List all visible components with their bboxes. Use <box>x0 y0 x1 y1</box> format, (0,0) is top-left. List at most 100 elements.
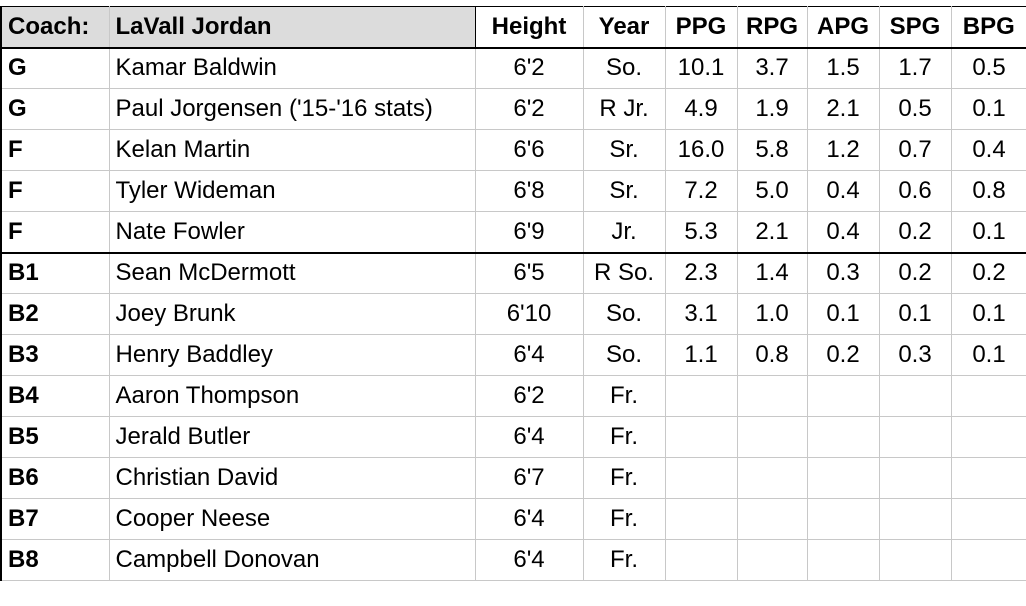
apg-cell[interactable]: 0.1 <box>806 293 880 335</box>
position-cell[interactable]: B7 <box>0 498 110 540</box>
spg-cell[interactable]: 0.1 <box>878 293 952 335</box>
height-cell[interactable]: 6'4 <box>474 334 584 376</box>
year-cell[interactable]: Fr. <box>582 416 666 458</box>
bpg-cell[interactable]: 0.2 <box>950 251 1026 294</box>
position-cell[interactable]: B3 <box>0 334 110 376</box>
apg-cell[interactable] <box>806 498 880 540</box>
spg-cell[interactable]: 0.2 <box>878 251 952 294</box>
position-cell[interactable]: B1 <box>0 251 110 294</box>
height-cell[interactable]: 6'4 <box>474 539 584 581</box>
ppg-cell[interactable] <box>664 539 738 581</box>
column-header-year[interactable]: Year <box>582 6 666 49</box>
rpg-cell[interactable] <box>736 375 808 417</box>
year-cell[interactable]: R So. <box>582 251 666 294</box>
ppg-cell[interactable]: 5.3 <box>664 211 738 253</box>
rpg-cell[interactable] <box>736 498 808 540</box>
height-cell[interactable]: 6'5 <box>474 251 584 294</box>
player-name-cell[interactable]: Sean McDermott <box>108 251 476 294</box>
rpg-cell[interactable]: 0.8 <box>736 334 808 376</box>
height-cell[interactable]: 6'2 <box>474 47 584 89</box>
apg-cell[interactable]: 2.1 <box>806 88 880 130</box>
bpg-cell[interactable]: 0.1 <box>950 88 1026 130</box>
height-cell[interactable]: 6'7 <box>474 457 584 499</box>
position-cell[interactable]: F <box>0 170 110 212</box>
ppg-cell[interactable]: 16.0 <box>664 129 738 171</box>
player-name-cell[interactable]: Christian David <box>108 457 476 499</box>
rpg-cell[interactable] <box>736 457 808 499</box>
apg-cell[interactable] <box>806 375 880 417</box>
player-name-cell[interactable]: Aaron Thompson <box>108 375 476 417</box>
ppg-cell[interactable]: 4.9 <box>664 88 738 130</box>
height-cell[interactable]: 6'4 <box>474 498 584 540</box>
player-name-cell[interactable]: Campbell Donovan <box>108 539 476 581</box>
player-name-cell[interactable]: Nate Fowler <box>108 211 476 253</box>
position-cell[interactable]: B4 <box>0 375 110 417</box>
apg-cell[interactable]: 0.4 <box>806 211 880 253</box>
bpg-cell[interactable] <box>950 539 1026 581</box>
year-cell[interactable]: Sr. <box>582 129 666 171</box>
bpg-cell[interactable]: 0.4 <box>950 129 1026 171</box>
year-cell[interactable]: So. <box>582 334 666 376</box>
rpg-cell[interactable]: 1.9 <box>736 88 808 130</box>
year-cell[interactable]: Fr. <box>582 498 666 540</box>
rpg-cell[interactable] <box>736 539 808 581</box>
year-cell[interactable]: So. <box>582 47 666 89</box>
apg-cell[interactable] <box>806 539 880 581</box>
spg-cell[interactable]: 0.7 <box>878 129 952 171</box>
year-cell[interactable]: R Jr. <box>582 88 666 130</box>
position-cell[interactable]: B6 <box>0 457 110 499</box>
ppg-cell[interactable] <box>664 457 738 499</box>
bpg-cell[interactable] <box>950 498 1026 540</box>
column-header-ppg[interactable]: PPG <box>664 6 738 49</box>
spg-cell[interactable]: 0.5 <box>878 88 952 130</box>
position-cell[interactable]: G <box>0 47 110 89</box>
rpg-cell[interactable]: 5.0 <box>736 170 808 212</box>
column-header-apg[interactable]: APG <box>806 6 880 49</box>
height-cell[interactable]: 6'8 <box>474 170 584 212</box>
rpg-cell[interactable]: 3.7 <box>736 47 808 89</box>
spg-cell[interactable] <box>878 539 952 581</box>
rpg-cell[interactable]: 2.1 <box>736 211 808 253</box>
bpg-cell[interactable]: 0.1 <box>950 211 1026 253</box>
player-name-cell[interactable]: Tyler Wideman <box>108 170 476 212</box>
player-name-cell[interactable]: Henry Baddley <box>108 334 476 376</box>
spg-cell[interactable] <box>878 416 952 458</box>
position-cell[interactable]: B8 <box>0 539 110 581</box>
position-cell[interactable]: G <box>0 88 110 130</box>
spg-cell[interactable]: 0.6 <box>878 170 952 212</box>
column-header-spg[interactable]: SPG <box>878 6 952 49</box>
year-cell[interactable]: So. <box>582 293 666 335</box>
apg-cell[interactable]: 0.2 <box>806 334 880 376</box>
spg-cell[interactable] <box>878 375 952 417</box>
position-cell[interactable]: F <box>0 211 110 253</box>
apg-cell[interactable]: 0.4 <box>806 170 880 212</box>
player-name-cell[interactable]: Kelan Martin <box>108 129 476 171</box>
player-name-cell[interactable]: Paul Jorgensen ('15-'16 stats) <box>108 88 476 130</box>
ppg-cell[interactable] <box>664 416 738 458</box>
coach-label-cell[interactable]: Coach: <box>0 6 110 49</box>
bpg-cell[interactable]: 0.1 <box>950 334 1026 376</box>
rpg-cell[interactable]: 5.8 <box>736 129 808 171</box>
year-cell[interactable]: Fr. <box>582 457 666 499</box>
year-cell[interactable]: Jr. <box>582 211 666 253</box>
player-name-cell[interactable]: Joey Brunk <box>108 293 476 335</box>
position-cell[interactable]: B5 <box>0 416 110 458</box>
ppg-cell[interactable]: 7.2 <box>664 170 738 212</box>
rpg-cell[interactable] <box>736 416 808 458</box>
ppg-cell[interactable]: 10.1 <box>664 47 738 89</box>
year-cell[interactable]: Sr. <box>582 170 666 212</box>
bpg-cell[interactable]: 0.1 <box>950 293 1026 335</box>
height-cell[interactable]: 6'10 <box>474 293 584 335</box>
spg-cell[interactable]: 0.3 <box>878 334 952 376</box>
apg-cell[interactable] <box>806 416 880 458</box>
spg-cell[interactable] <box>878 498 952 540</box>
bpg-cell[interactable]: 0.8 <box>950 170 1026 212</box>
coach-name-cell[interactable]: LaVall Jordan <box>108 6 476 49</box>
year-cell[interactable]: Fr. <box>582 375 666 417</box>
column-header-height[interactable]: Height <box>474 6 584 49</box>
column-header-rpg[interactable]: RPG <box>736 6 808 49</box>
ppg-cell[interactable]: 2.3 <box>664 251 738 294</box>
rpg-cell[interactable]: 1.0 <box>736 293 808 335</box>
height-cell[interactable]: 6'6 <box>474 129 584 171</box>
bpg-cell[interactable]: 0.5 <box>950 47 1026 89</box>
